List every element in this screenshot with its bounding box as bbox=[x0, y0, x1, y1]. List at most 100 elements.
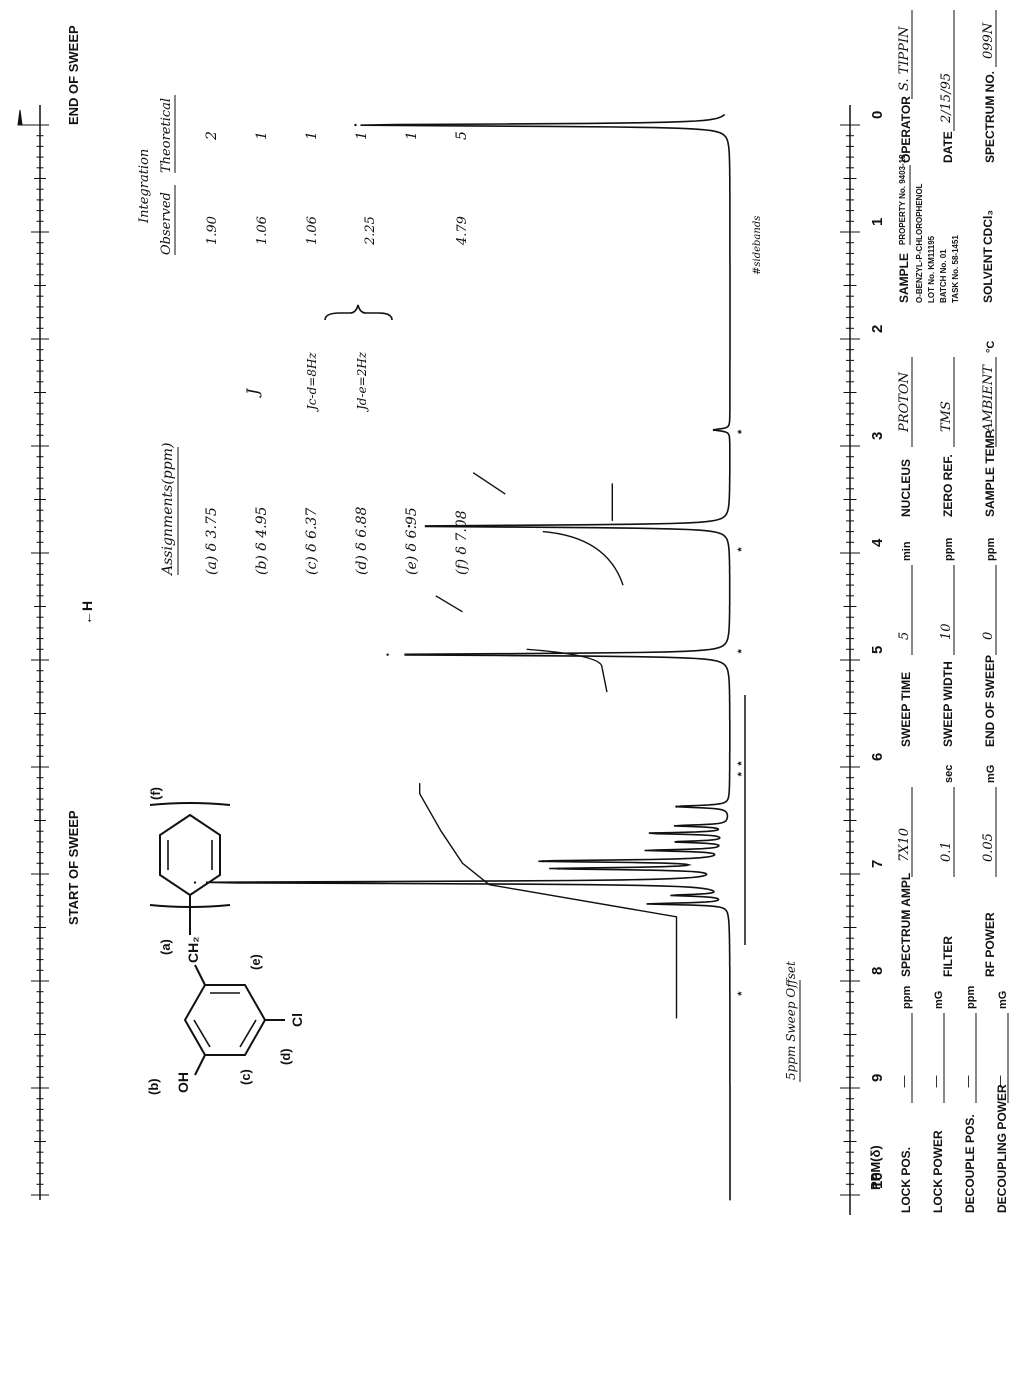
spectrum-baseline bbox=[206, 114, 730, 1200]
observed-integration: 1.90 bbox=[205, 216, 220, 245]
sample-line: BATCH No. 01 bbox=[939, 249, 948, 303]
sample-line: PROPERTY No. 9403-18 bbox=[898, 154, 907, 245]
start-of-sweep-label: START OF SWEEP bbox=[66, 810, 81, 925]
h-direction-label: ←H bbox=[79, 601, 95, 625]
form-unit: mG bbox=[985, 765, 997, 783]
form-value: 2/15/95 bbox=[939, 73, 954, 124]
theoretical-integration: 1 bbox=[254, 131, 270, 140]
assignment-value: (d) δ 6.88 bbox=[354, 507, 370, 575]
form-unit: ppm bbox=[965, 986, 977, 1009]
solvent-label: SOLVENT bbox=[981, 247, 995, 303]
sample-label: SAMPLE bbox=[897, 253, 911, 303]
sample-line: O-BENZYL-P-CHLOROPHENOL bbox=[915, 183, 924, 303]
label-ch2: CH₂ bbox=[185, 937, 201, 963]
sideband-marker: * bbox=[736, 761, 748, 766]
form-label: LOCK POS. bbox=[899, 1147, 913, 1213]
ppm-tick-label: 6 bbox=[869, 753, 886, 761]
form-label: SWEEP WIDTH bbox=[941, 661, 955, 747]
sweep-ruler bbox=[31, 105, 49, 1200]
sideband-marker: * bbox=[736, 771, 748, 776]
theoretical-integration: 1 bbox=[354, 131, 370, 140]
acquisition-form: LOCK POS.—ppmLOCK POWER—mGDECOUPLE POS.—… bbox=[897, 10, 1009, 1213]
j-header: J bbox=[243, 387, 262, 398]
peak-markers: * * * * * * bbox=[736, 429, 748, 996]
form-label: DECOUPLE POS. bbox=[963, 1114, 977, 1213]
label-d: (d) bbox=[278, 1048, 293, 1065]
form-value: 7X10 bbox=[897, 828, 912, 862]
form-unit: °C bbox=[985, 341, 997, 353]
form-label: NUCLEUS bbox=[899, 459, 913, 517]
ppm-tick-label: 8 bbox=[869, 967, 886, 975]
sample-line: LOT No. KM11195 bbox=[927, 235, 936, 303]
form-label: END OF SWEEP bbox=[983, 655, 997, 747]
label-c: (c) bbox=[238, 1069, 253, 1085]
peak-apex bbox=[558, 867, 560, 869]
theoretical-header: Theoretical bbox=[159, 98, 174, 173]
observed-header: Observed bbox=[159, 192, 174, 255]
form-value: 0 bbox=[981, 632, 996, 640]
assignment-value: (e) δ 6.95 bbox=[404, 507, 420, 575]
form-value: — bbox=[929, 1075, 944, 1088]
peak-apex bbox=[386, 653, 388, 655]
form-unit: ppm bbox=[985, 538, 997, 561]
form-unit: min bbox=[901, 541, 913, 561]
solvent-sideband-note: #sidebands bbox=[752, 216, 763, 275]
ppm-tick-label: 4 bbox=[869, 538, 886, 547]
form-label: SPECTRUM NO. bbox=[983, 71, 997, 163]
chemical-structure: (b) OH CH₂ (a) (c) (e) (d) Cl (f) bbox=[146, 787, 305, 1095]
end-of-sweep-label: END OF SWEEP bbox=[66, 25, 81, 125]
form-value: 10 bbox=[939, 623, 954, 640]
theoretical-integration: 1 bbox=[404, 131, 420, 140]
ppm-tick-label: 7 bbox=[869, 860, 886, 868]
assignments-table: Assignments(ppm) J Integration Observed … bbox=[137, 95, 470, 577]
phenol-ring bbox=[185, 985, 265, 1055]
assignment-value: (f) δ 7.08 bbox=[454, 510, 470, 575]
integration-header: Integration bbox=[137, 149, 152, 224]
form-unit: mG bbox=[933, 991, 945, 1009]
form-value: TMS bbox=[939, 401, 954, 432]
form-unit: ppm bbox=[943, 538, 955, 561]
theoretical-integration: 2 bbox=[204, 131, 220, 141]
form-value: S. TIPPIN bbox=[897, 26, 912, 91]
form-value: — bbox=[993, 1075, 1008, 1088]
observed-integration: 1.06 bbox=[255, 216, 270, 245]
coupling-constant: Jc-d=8Hz bbox=[305, 352, 319, 413]
assignments-header: Assignments(ppm) bbox=[160, 443, 176, 577]
coupling-constant: Jd-e=2Hz bbox=[355, 351, 369, 413]
form-unit: ppm bbox=[901, 986, 913, 1009]
ppm-tick-label: 9 bbox=[869, 1074, 886, 1082]
theoretical-integration: 5 bbox=[454, 131, 470, 140]
sideband-marker: * bbox=[736, 429, 748, 434]
form-value: — bbox=[897, 1075, 912, 1088]
form-value: — bbox=[961, 1075, 976, 1088]
label-b: (b) bbox=[146, 1078, 161, 1095]
form-label: ZERO REF. bbox=[941, 454, 955, 517]
form-label: DATE bbox=[941, 131, 955, 163]
assignment-value: (a) δ 3.75 bbox=[204, 507, 220, 575]
form-value: 5 bbox=[897, 632, 912, 640]
ppm-tick-label: 2 bbox=[869, 325, 886, 333]
sideband-marker: * bbox=[736, 648, 748, 653]
ppm-tick-label: 5 bbox=[869, 646, 886, 654]
assignment-rows: (a) δ 3.75 1.90 2 (b) δ 4.95 1.06 1 (c) δ 6.37… bbox=[204, 131, 470, 575]
assignment-value: (c) δ 6.37 bbox=[304, 508, 320, 575]
theoretical-integration: 1 bbox=[304, 131, 320, 140]
observed-integration: 4.79 bbox=[455, 216, 470, 246]
form-label: SPECTRUM AMPL bbox=[899, 873, 913, 977]
observed-integration: 1.06 bbox=[305, 216, 320, 245]
peak-apex bbox=[354, 124, 356, 126]
form-label: RF POWER bbox=[983, 912, 997, 977]
sideband-marker: * bbox=[736, 991, 748, 996]
observed-integration: 2.25 bbox=[363, 216, 378, 246]
peak-apex bbox=[675, 805, 677, 807]
form-label: SWEEP TIME bbox=[899, 672, 913, 747]
integration-brace bbox=[325, 305, 392, 320]
form-value: PROTON bbox=[897, 371, 912, 433]
form-value: 099N bbox=[981, 22, 996, 59]
form-value: AMBIENT bbox=[981, 364, 996, 433]
ppm-tick-label: 1 bbox=[869, 218, 886, 226]
form-label: SAMPLE TEMP. bbox=[983, 429, 997, 517]
